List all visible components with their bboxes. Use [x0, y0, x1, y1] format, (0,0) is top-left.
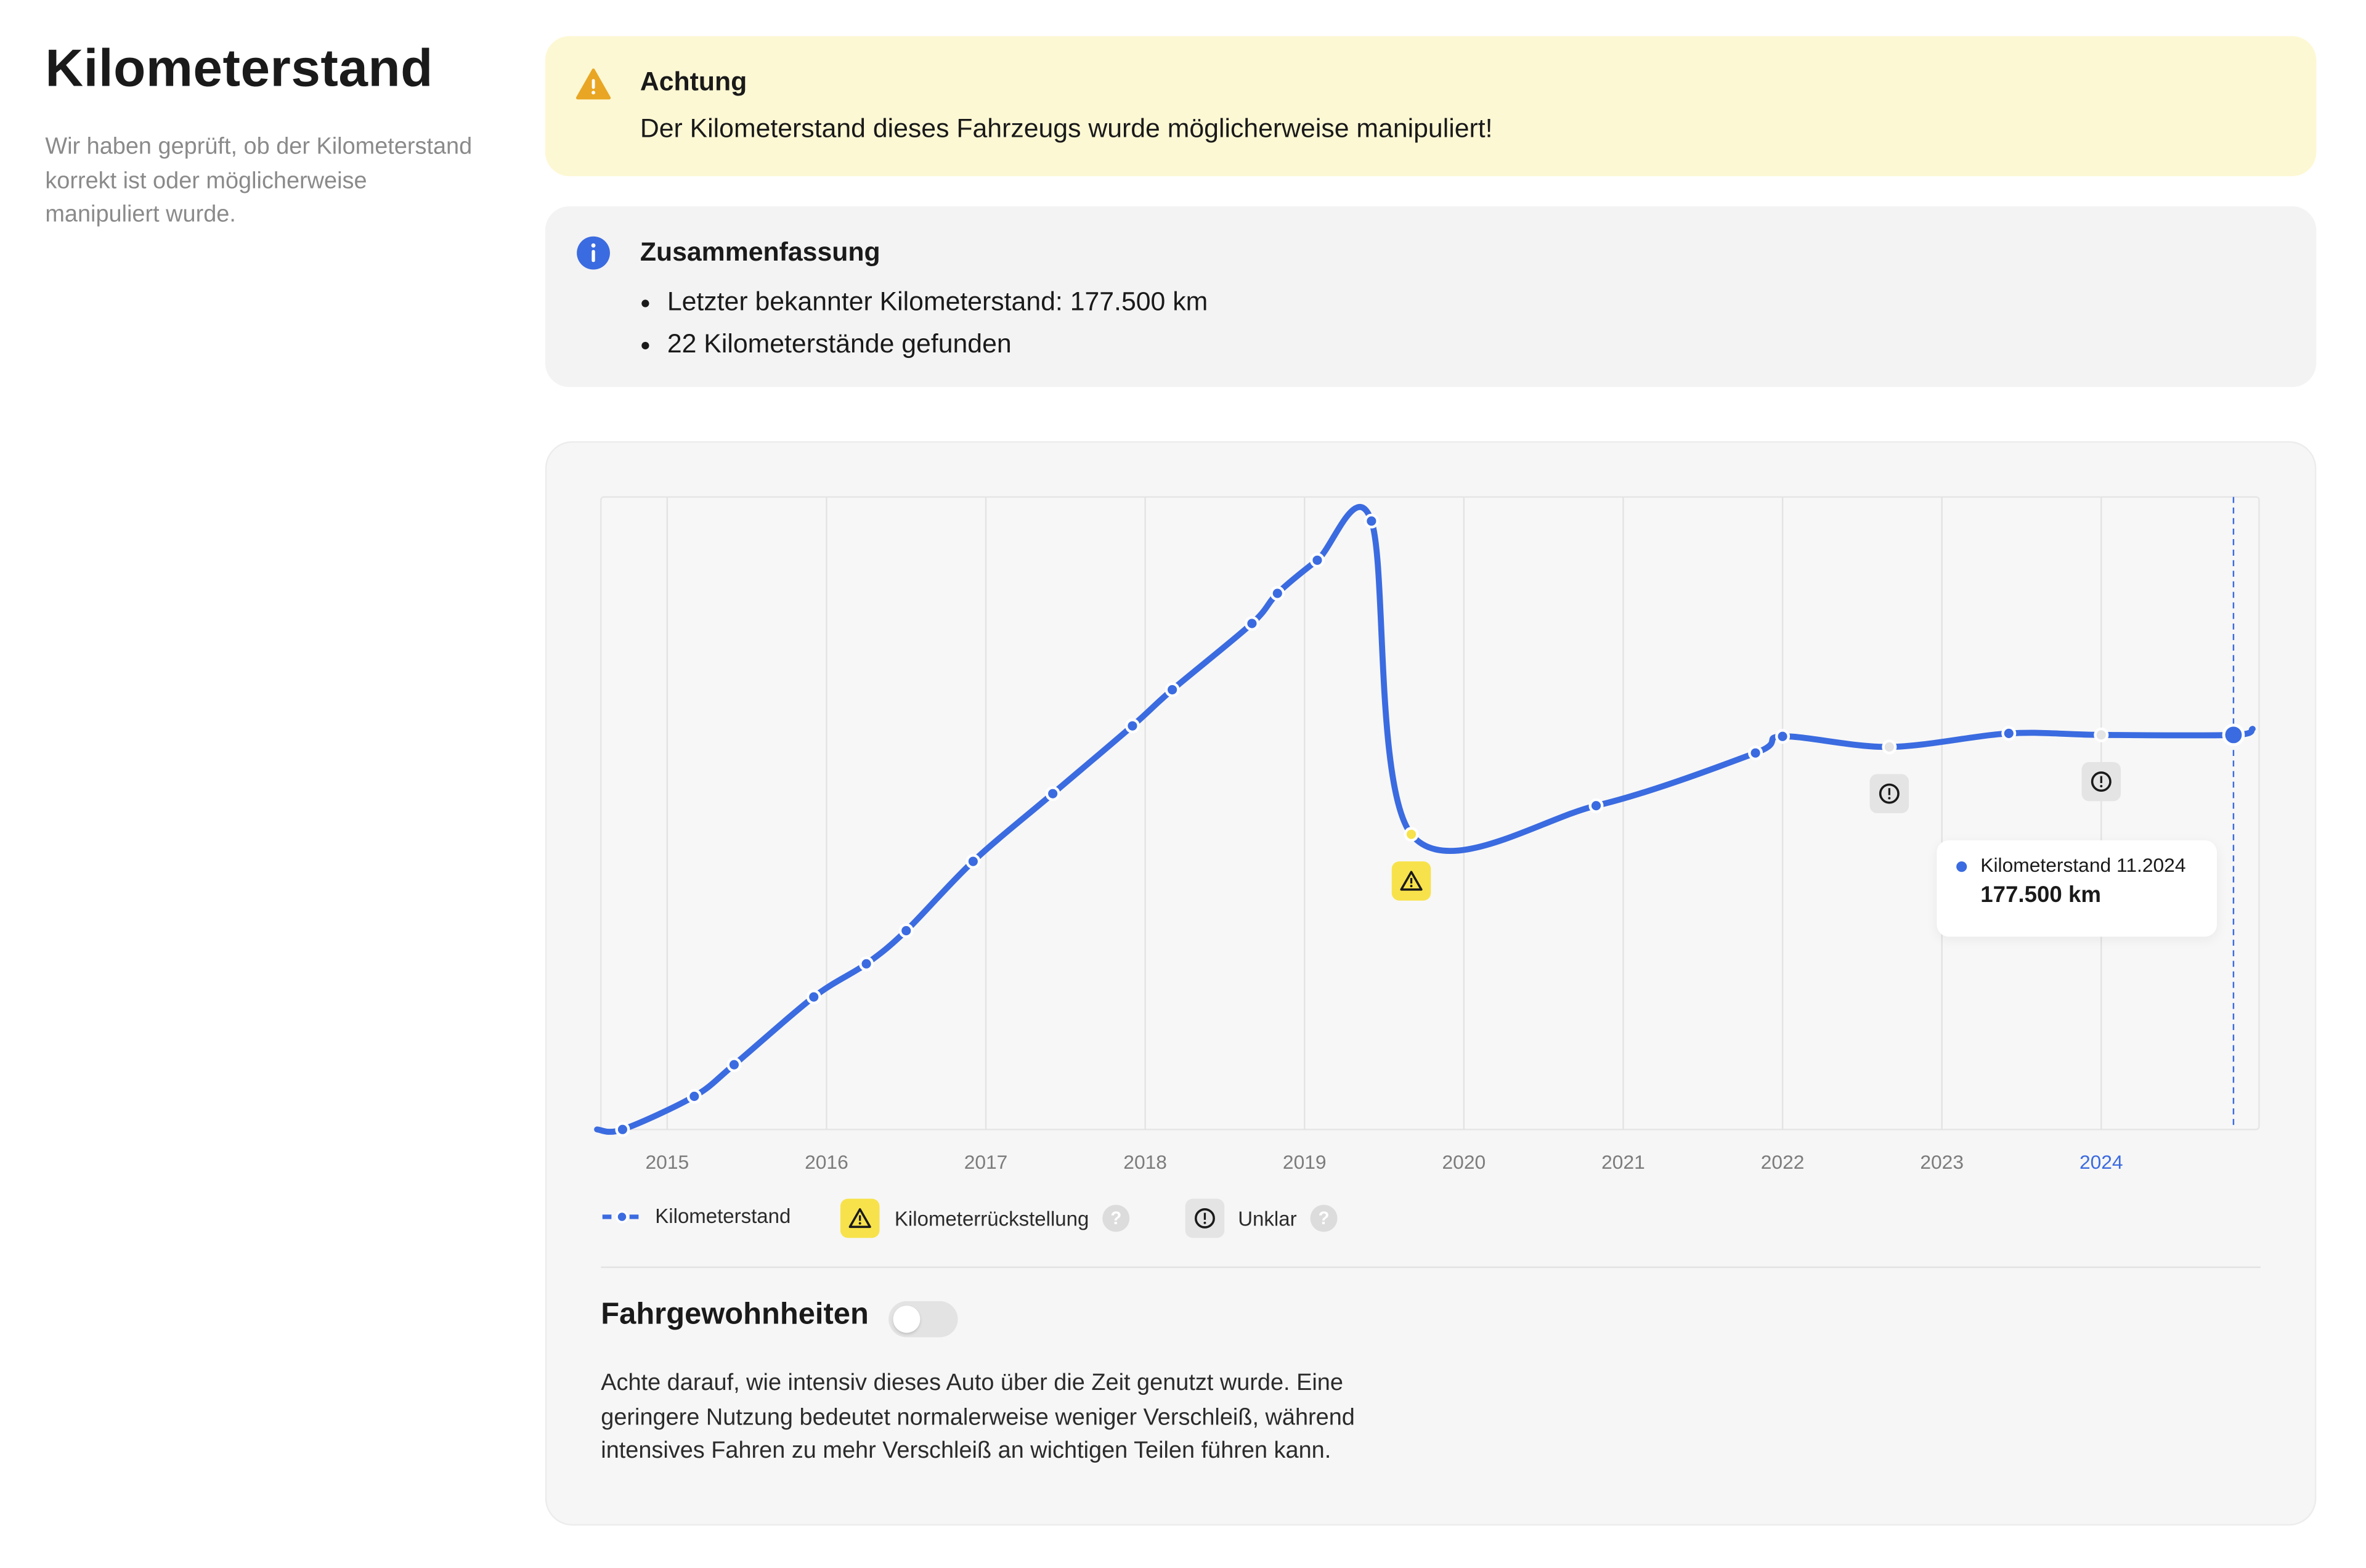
data-point: [2001, 726, 2017, 741]
page-title: Kilometerstand: [45, 39, 433, 98]
warning-triangle-icon: [575, 68, 611, 100]
chart-tooltip: Kilometerstand 11.2024 177.500 km: [1937, 840, 2218, 937]
habits-description: Achte darauf, wie intensiv dieses Auto ü…: [601, 1370, 1355, 1464]
plot-area: [600, 496, 2260, 1131]
unclear-flag: [1869, 774, 1909, 813]
legend-item-rollback: Kilometerrückstellung ?: [840, 1198, 1130, 1238]
data-point: [726, 1057, 742, 1073]
line-marker-icon: [602, 1209, 642, 1223]
legend-item-unclear: Unklar ?: [1185, 1198, 1338, 1238]
x-tick-label: 2022: [1761, 1151, 1805, 1173]
x-tick-label: 2020: [1442, 1151, 1486, 1173]
rollback-point: [1404, 827, 1419, 842]
active-data-point: [2222, 723, 2245, 747]
exclamation-circle-icon: [2091, 771, 2112, 792]
warning-triangle-icon: [1400, 871, 1423, 891]
x-tick-label: 2019: [1283, 1151, 1327, 1173]
rollback-badge: [840, 1198, 880, 1238]
tooltip-series-dot: [1956, 861, 1967, 872]
data-point: [1748, 745, 1763, 761]
alert-title: Achtung: [640, 66, 747, 97]
legend-label: Kilometerstand: [655, 1204, 791, 1228]
rollback-flag: [1391, 861, 1431, 901]
tooltip-label: Kilometerstand 11.2024: [1980, 853, 2186, 877]
x-tick-label: 2016: [805, 1151, 848, 1173]
summary-list: Letzter bekannter Kilometerstand: 177.50…: [640, 280, 1208, 365]
unclear-flag: [2081, 762, 2121, 802]
data-point: [898, 923, 914, 938]
data-point: [1270, 586, 1285, 601]
data-point: [1045, 786, 1060, 802]
exclamation-circle-icon: [1194, 1208, 1215, 1229]
warning-triangle-icon: [848, 1208, 871, 1229]
data-point: [1364, 513, 1379, 529]
summary-item: 22 Kilometerstände gefunden: [667, 322, 1208, 364]
legend-label: Kilometerrückstellung: [894, 1207, 1089, 1230]
alert-text: Der Kilometerstand dieses Fahrzeugs wurd…: [640, 113, 1493, 144]
x-tick-label: 2015: [645, 1151, 689, 1173]
help-icon[interactable]: ?: [1310, 1204, 1338, 1232]
unclear-point: [1882, 739, 1897, 755]
data-point: [966, 854, 981, 869]
summary-card: Zusammenfassung Letzter bekannter Kilome…: [545, 206, 2317, 388]
data-point: [859, 956, 874, 972]
habits-title: Fahrgewohnheiten: [601, 1298, 869, 1331]
x-tick-label: 2024: [2079, 1151, 2123, 1173]
unclear-point: [2094, 727, 2109, 742]
data-point: [1775, 729, 1791, 744]
data-point: [1588, 798, 1604, 813]
data-point: [615, 1122, 630, 1137]
exclamation-circle-icon: [1879, 783, 1900, 804]
data-point: [1165, 682, 1180, 697]
data-point: [1124, 718, 1140, 734]
summary-item: Letzter bekannter Kilometerstand: 177.50…: [667, 280, 1208, 322]
page-subtitle: Wir haben geprüft, ob der Kilometerstand…: [45, 134, 473, 228]
legend-item-mileage: Kilometerstand: [601, 1204, 791, 1227]
data-point: [1309, 553, 1325, 568]
data-point: [806, 989, 821, 1005]
toggle-knob: [893, 1306, 921, 1333]
x-tick-label: 2017: [964, 1151, 1008, 1173]
summary-title: Zusammenfassung: [640, 236, 880, 267]
x-tick-label: 2018: [1123, 1151, 1167, 1173]
habits-toggle[interactable]: [888, 1301, 958, 1338]
x-tick-label: 2021: [1601, 1151, 1645, 1173]
data-point: [1244, 615, 1259, 631]
unclear-badge: [1185, 1198, 1225, 1238]
x-tick-label: 2023: [1920, 1151, 1964, 1173]
data-point: [686, 1089, 702, 1104]
legend-label: Unklar: [1238, 1207, 1297, 1230]
info-icon: [577, 236, 610, 270]
divider: [601, 1266, 2261, 1269]
tooltip-value: 177.500 km: [1980, 882, 2101, 908]
warning-alert: Achtung Der Kilometerstand dieses Fahrze…: [545, 36, 2317, 176]
help-icon[interactable]: ?: [1102, 1204, 1130, 1232]
